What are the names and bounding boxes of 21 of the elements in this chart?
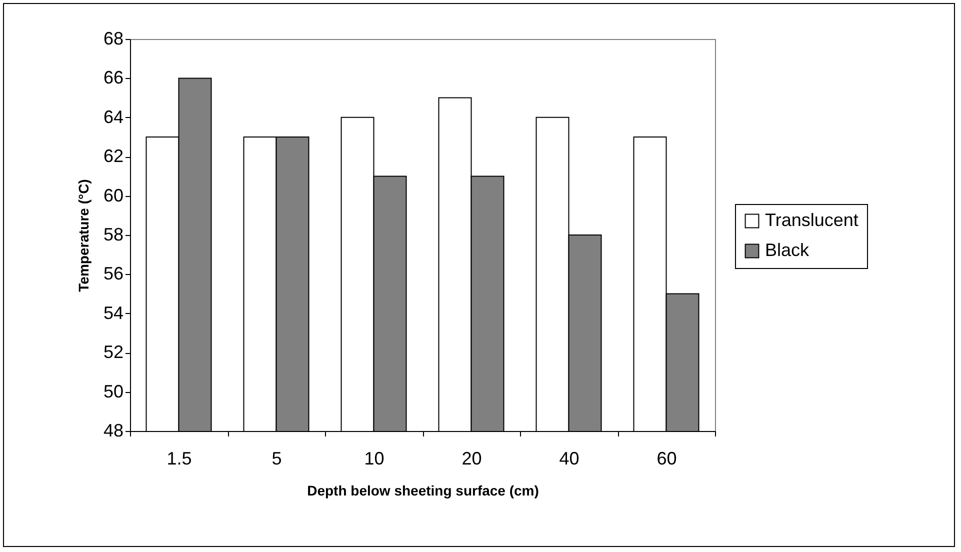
legend-label: Black xyxy=(765,240,810,260)
y-tick-label: 50 xyxy=(103,381,124,402)
y-tick-label: 48 xyxy=(103,420,124,440)
x-axis-title: Depth below sheeting surface (cm) xyxy=(307,482,539,498)
x-tick-label: 5 xyxy=(272,448,282,468)
x-tick-label: 20 xyxy=(462,448,482,468)
y-tick-label: 54 xyxy=(103,302,124,323)
x-tick-label: 1.5 xyxy=(166,448,192,468)
x-tick-label: 10 xyxy=(364,448,384,468)
y-tick-label: 60 xyxy=(103,185,124,206)
y-tick-label: 64 xyxy=(103,106,124,127)
x-tick-label: 40 xyxy=(559,448,580,468)
y-tick-label: 62 xyxy=(103,146,124,166)
y-tick-label: 66 xyxy=(103,68,124,88)
x-tick-label: 60 xyxy=(656,448,677,468)
y-tick-label: 56 xyxy=(103,264,124,284)
y-tick-label: 52 xyxy=(103,342,124,362)
legend-label: Translucent xyxy=(765,210,858,230)
y-tick-label: 68 xyxy=(103,28,124,48)
y-tick-label: 58 xyxy=(103,224,124,244)
y-axis-title: Temperature (°C) xyxy=(75,179,92,292)
